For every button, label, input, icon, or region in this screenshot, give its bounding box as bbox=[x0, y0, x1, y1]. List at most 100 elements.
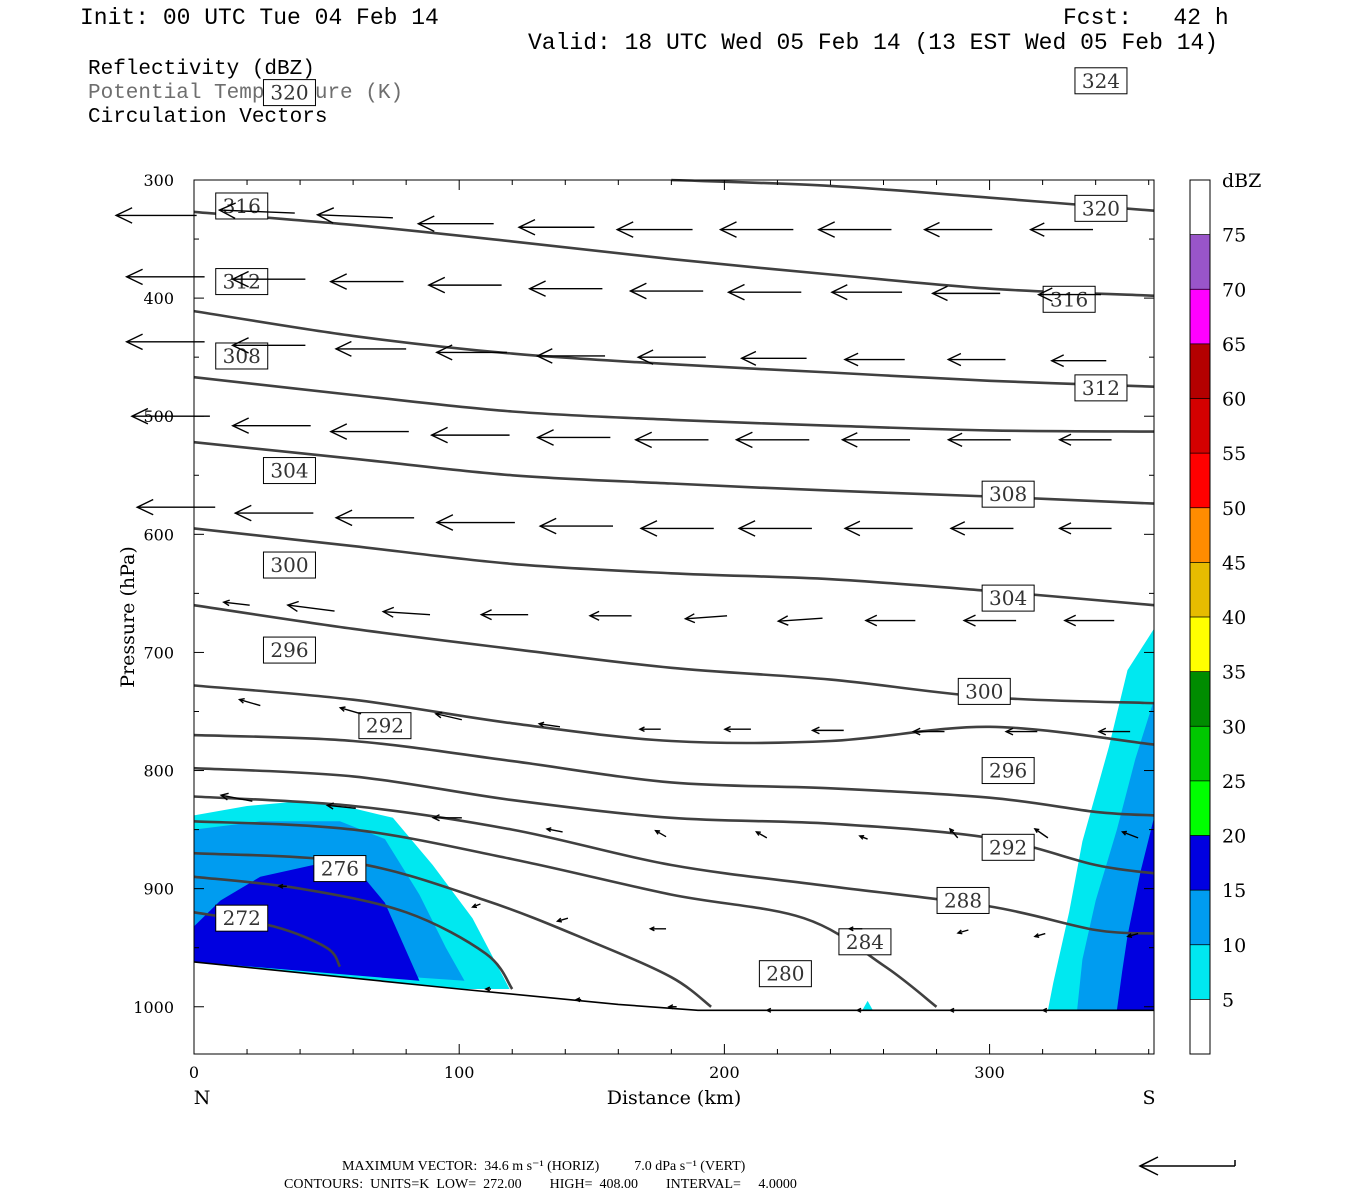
circulation-vector-54 bbox=[588, 610, 632, 621]
circulation-vector-13 bbox=[427, 276, 502, 294]
circulation-vector-86 bbox=[1033, 932, 1046, 938]
circulation-vector-15 bbox=[628, 282, 704, 300]
circulation-vector-1 bbox=[217, 202, 295, 220]
circulation-vector-33 bbox=[429, 426, 510, 444]
svg-text:312: 312 bbox=[1082, 376, 1120, 400]
circulation-vector-55 bbox=[683, 613, 728, 624]
theta-contour-label-312: 312 bbox=[215, 268, 269, 296]
vectors-field-label: Circulation Vectors bbox=[88, 106, 328, 129]
theta-contour-320 bbox=[193, 309, 1155, 388]
circulation-vector-84 bbox=[847, 926, 863, 932]
circulation-vector-49 bbox=[1057, 522, 1112, 535]
circulation-vector-81 bbox=[471, 903, 481, 909]
circulation-vector-58 bbox=[962, 614, 1017, 627]
theta-contour-276 bbox=[193, 875, 514, 990]
circulation-vector-64 bbox=[638, 726, 661, 733]
theta-contour-label-296: 296 bbox=[981, 757, 1035, 785]
circulation-vector-24 bbox=[535, 348, 606, 364]
theta-contour-label-284: 284 bbox=[838, 928, 892, 956]
circulation-vector-3 bbox=[416, 215, 494, 233]
circulation-vector-75 bbox=[754, 831, 768, 839]
circulation-vector-29 bbox=[1050, 354, 1107, 368]
circulation-vector-50 bbox=[222, 599, 250, 607]
circulation-vector-72 bbox=[431, 814, 462, 822]
theta-contour-label-288: 288 bbox=[936, 886, 990, 914]
colorbar-label-40: 40 bbox=[1222, 607, 1246, 629]
circulation-vector-20 bbox=[124, 333, 205, 351]
colorbar-swatch-0 bbox=[1190, 999, 1210, 1054]
contour-info: CONTOURS: UNITS=K LOW= 272.00 HIGH= 408.… bbox=[284, 1177, 797, 1192]
circulation-vector-layer bbox=[114, 202, 1139, 1013]
circulation-vector-36 bbox=[734, 431, 810, 449]
circulation-vector-11 bbox=[230, 270, 306, 288]
circulation-vector-43 bbox=[435, 514, 515, 531]
colorbar-label-15: 15 bbox=[1222, 880, 1246, 902]
colorbar-swatch-7 bbox=[1190, 617, 1210, 672]
circulation-vector-45 bbox=[639, 520, 714, 537]
circulation-vector-47 bbox=[843, 520, 913, 537]
svg-text:320: 320 bbox=[270, 81, 308, 105]
x-tick-label-300: 300 bbox=[974, 1063, 1005, 1082]
y-tick-label-1000: 1000 bbox=[133, 998, 174, 1017]
circulation-vector-88 bbox=[484, 986, 492, 992]
reference-vector bbox=[1138, 1156, 1236, 1176]
circulation-vector-79 bbox=[1121, 830, 1139, 839]
ground-line bbox=[193, 961, 1154, 1012]
theta-contour-324 bbox=[193, 210, 1155, 297]
colorbar-label-5: 5 bbox=[1222, 989, 1234, 1011]
circulation-vector-8 bbox=[922, 221, 993, 238]
colorbar: dBZ 5 10 15 20 25 30 35 40 45 50 55 60 65 70 75 bbox=[1189, 170, 1261, 1055]
colorbar-swatch-14 bbox=[1190, 234, 1210, 290]
svg-text:296: 296 bbox=[270, 638, 308, 662]
reflectivity-fill-layer bbox=[194, 628, 1154, 1011]
svg-text:316: 316 bbox=[1050, 287, 1088, 311]
colorbar-label-35: 35 bbox=[1222, 662, 1246, 684]
svg-text:276: 276 bbox=[321, 857, 359, 881]
reflectivity-region-5dbz bbox=[862, 1000, 873, 1011]
y-tick-label-400: 400 bbox=[143, 289, 174, 308]
circulation-vector-59 bbox=[1063, 614, 1115, 627]
colorbar-label-45: 45 bbox=[1222, 552, 1246, 574]
circulation-vector-90 bbox=[667, 1004, 677, 1010]
svg-text:284: 284 bbox=[846, 930, 884, 954]
circulation-vector-57 bbox=[864, 614, 916, 627]
circulation-vector-85 bbox=[956, 929, 969, 935]
circulation-vector-27 bbox=[843, 352, 905, 367]
circulation-vector-0 bbox=[114, 207, 197, 224]
circulation-vector-7 bbox=[817, 221, 892, 238]
theta-contour-280 bbox=[193, 851, 712, 1008]
circulation-vector-25 bbox=[636, 349, 706, 365]
svg-text:312: 312 bbox=[223, 270, 261, 294]
svg-text:304: 304 bbox=[989, 586, 1027, 610]
svg-text:300: 300 bbox=[965, 679, 1003, 703]
x-end-label-left: N bbox=[194, 1087, 211, 1109]
circulation-vector-23 bbox=[435, 344, 507, 361]
svg-text:280: 280 bbox=[766, 962, 804, 986]
circulation-vector-66 bbox=[810, 726, 844, 735]
circulation-vector-37 bbox=[840, 432, 911, 448]
forecast-hour: Fcst: 42 h bbox=[1063, 5, 1229, 31]
circulation-vector-14 bbox=[527, 280, 603, 297]
circulation-vector-89 bbox=[574, 997, 582, 1003]
svg-text:288: 288 bbox=[944, 888, 982, 912]
circulation-vector-6 bbox=[718, 221, 794, 238]
svg-text:300: 300 bbox=[270, 553, 308, 577]
colorbar-label-75: 75 bbox=[1222, 225, 1246, 247]
circulation-vector-31 bbox=[231, 417, 311, 434]
circulation-vector-80 bbox=[277, 883, 287, 889]
theta-contour-label-324: 324 bbox=[1074, 67, 1128, 95]
circulation-vector-93 bbox=[948, 1007, 964, 1013]
theta-contour-label-304: 304 bbox=[981, 584, 1035, 612]
circulation-vector-17 bbox=[830, 284, 903, 301]
theta-contour-layer: 272 276 280 284 288 292 292 296 296 300 300 304 304 3… bbox=[193, 67, 1155, 1008]
circulation-vector-38 bbox=[946, 432, 1011, 448]
x-end-label-right: S bbox=[1142, 1087, 1155, 1109]
svg-text:320: 320 bbox=[1082, 196, 1120, 220]
circulation-vector-12 bbox=[329, 273, 404, 290]
max-vector-info: MAXIMUM VECTOR: 34.6 m s⁻¹ (HORIZ) 7.0 d… bbox=[342, 1159, 746, 1174]
colorbar-swatch-8 bbox=[1190, 562, 1210, 617]
theta-contour-label-316: 316 bbox=[215, 192, 269, 220]
svg-text:292: 292 bbox=[366, 714, 404, 738]
colorbar-label-60: 60 bbox=[1222, 389, 1246, 411]
valid-time: Valid: 18 UTC Wed 05 Feb 14 (13 EST Wed … bbox=[528, 30, 1219, 56]
